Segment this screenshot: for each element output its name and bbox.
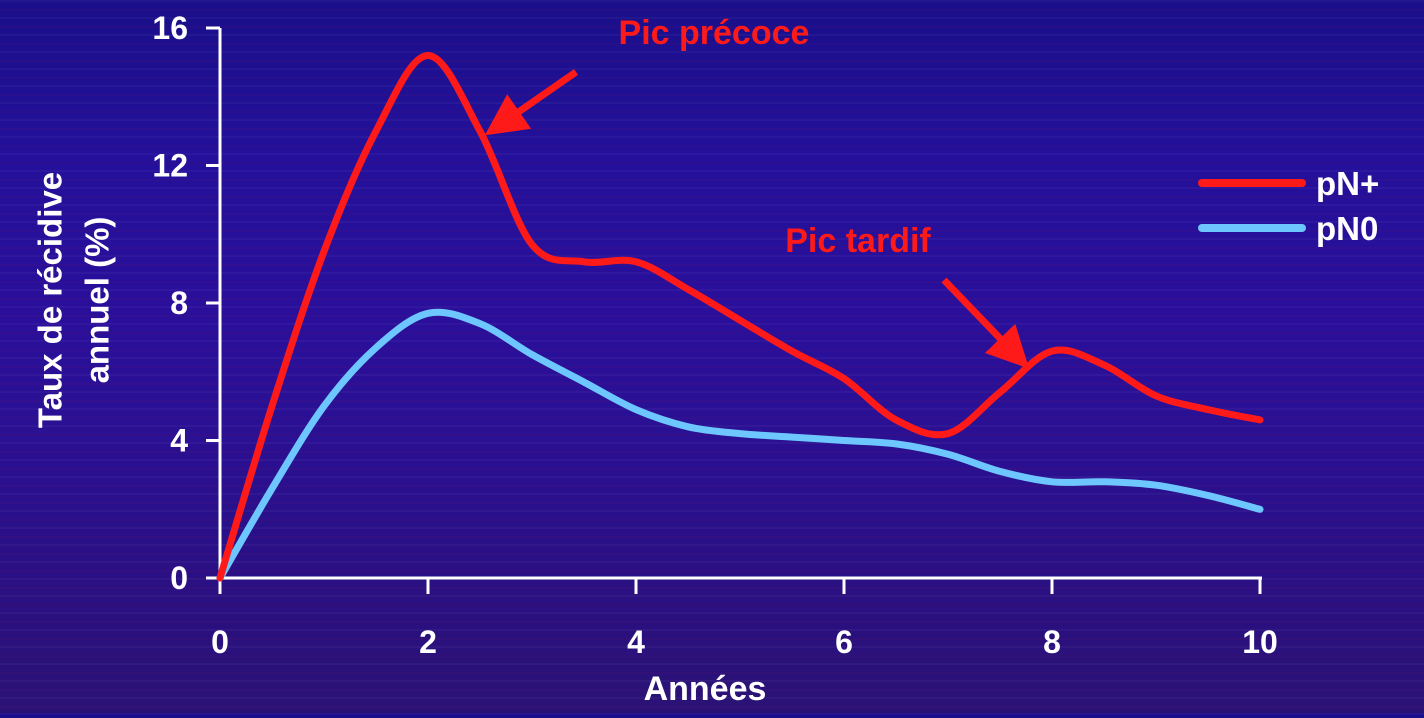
series-line-pn0 [216, 308, 1264, 582]
x-ticks: 0 2 4 6 8 10 [211, 578, 1278, 660]
legend-label-pn0: pN0 [1316, 210, 1378, 247]
annotation-label: Pic tardif [785, 222, 931, 260]
y-tick-label: 0 [170, 560, 188, 596]
series-lines [216, 52, 1264, 582]
y-tick-label: 8 [170, 285, 188, 321]
x-tick-label: 8 [1043, 624, 1061, 660]
x-tick-label: 10 [1242, 624, 1278, 660]
x-tick-label: 0 [211, 624, 229, 660]
annotation-label: Pic précoce [619, 14, 810, 52]
series-line-pn-plus [216, 52, 1264, 582]
x-tick-label: 4 [627, 624, 645, 660]
y-tick-label: 4 [170, 423, 188, 459]
y-tick-label: 12 [152, 148, 188, 184]
legend-label-pn-plus: pN+ [1316, 165, 1379, 202]
y-axis-title-line-1: Taux de récidive [32, 172, 69, 428]
x-axis-title: Années [644, 670, 767, 708]
y-tick-label: 16 [152, 10, 188, 46]
y-axis-title-line-2: annuel (%) [79, 217, 116, 384]
legend: pN+ pN0 [1198, 165, 1379, 247]
y-ticks: 0 4 8 12 16 [152, 10, 220, 596]
x-tick-label: 2 [419, 624, 437, 660]
annotation-arrow [941, 277, 1030, 369]
x-tick-label: 6 [835, 624, 853, 660]
annotation-arrow [484, 69, 578, 136]
annotations: Pic précoce Pic tardif [484, 14, 1030, 369]
